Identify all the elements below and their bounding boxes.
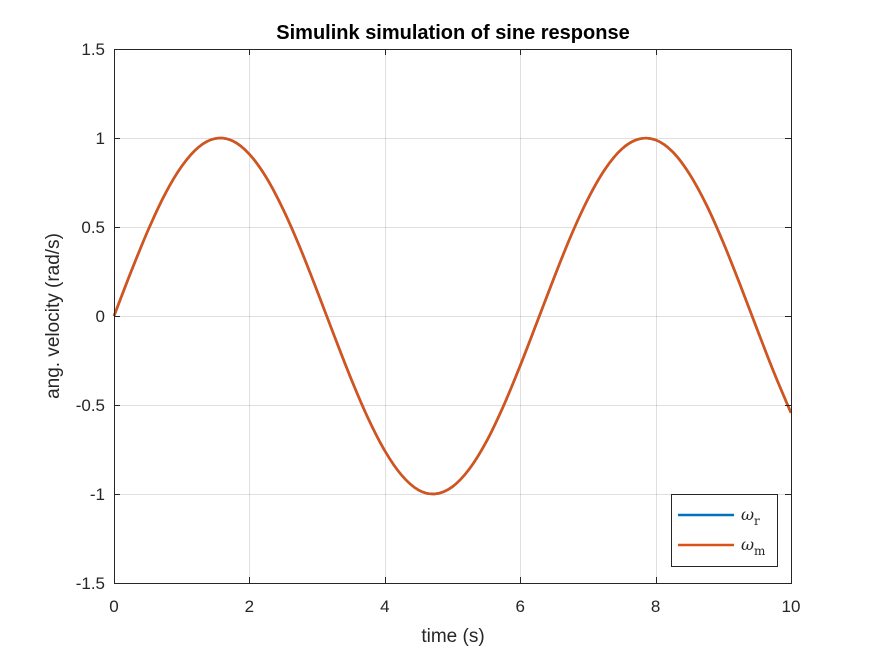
legend-subscript: m (754, 544, 766, 558)
y-tick-label: 1 (96, 129, 105, 148)
y-axis-label: ang. velocity (rad/s) (43, 233, 64, 399)
y-tick-label: -1.5 (76, 574, 105, 593)
x-tick-label: 6 (515, 597, 524, 616)
y-tick-label: 1.5 (81, 40, 105, 59)
y-tick-label: 0 (96, 307, 105, 326)
y-tick-label: -1 (90, 485, 105, 504)
y-tick-label: 0.5 (81, 218, 105, 237)
grid-lines (114, 49, 791, 583)
series-line-m (112, 136, 793, 496)
series-layer (112, 136, 793, 496)
legend-entry-r: ωr (741, 505, 760, 528)
x-tick-label: 10 (782, 597, 801, 616)
x-tick-label: 2 (245, 597, 254, 616)
legend-subscript: r (754, 514, 760, 528)
x-tick-label: 0 (109, 597, 118, 616)
legend-box (671, 494, 778, 567)
x-tick-label: 8 (651, 597, 660, 616)
chart-title: Simulink simulation of sine response (276, 22, 629, 44)
x-axis-label: time (s) (421, 626, 484, 647)
y-tick-label: -0.5 (76, 396, 105, 415)
legend-entry-m: ωm (741, 535, 766, 558)
x-tick-label: 4 (380, 597, 389, 616)
legend-symbol: ω (741, 505, 754, 524)
axis-ticks: 0 2 4 6 8 10 -1.5 -1 -0.5 0 0.5 1 1.5 (76, 40, 801, 616)
legend-symbol: ω (741, 535, 754, 554)
